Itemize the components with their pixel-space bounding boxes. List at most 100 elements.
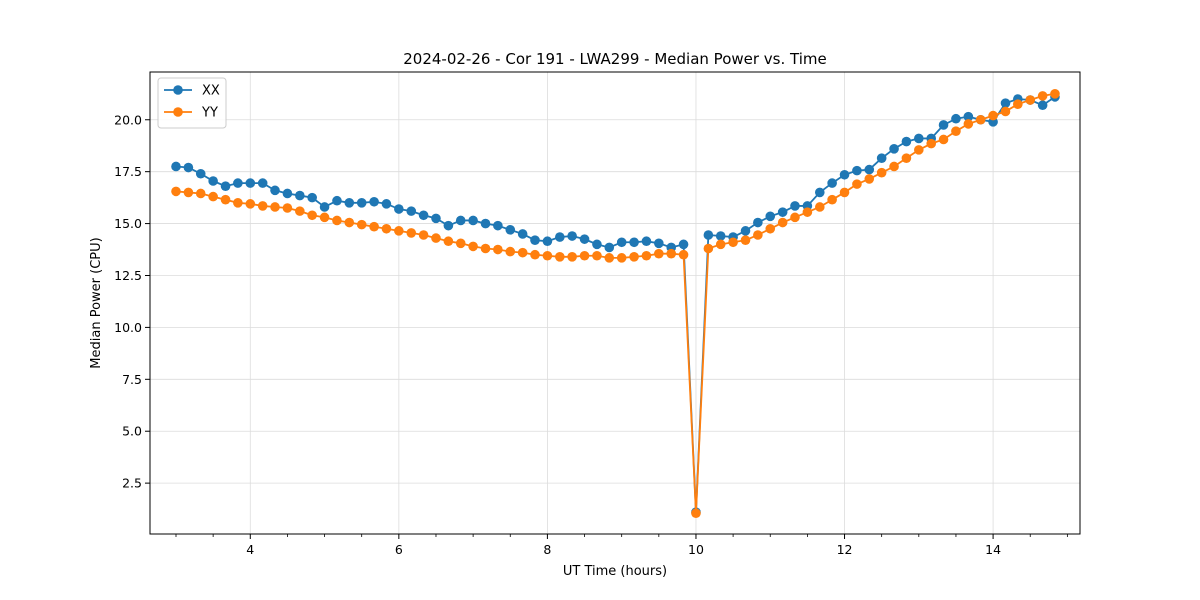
data-point-xx (295, 190, 305, 201)
data-point-yy (963, 119, 974, 129)
data-point-yy (790, 212, 800, 223)
data-point-yy (864, 174, 875, 184)
data-point-xx (418, 210, 429, 221)
data-point-yy (208, 191, 218, 202)
x-tick-label: 6 (395, 542, 403, 557)
data-point-yy (1025, 95, 1036, 105)
data-point-yy (171, 186, 181, 197)
data-point-xx (369, 196, 379, 207)
data-point-yy (468, 241, 478, 252)
data-point-xx (889, 144, 899, 154)
x-tick-label: 12 (837, 542, 853, 557)
data-point-yy (406, 228, 417, 238)
data-point-yy (852, 179, 862, 189)
data-point-xx (183, 162, 194, 173)
y-tick-label: 15.0 (114, 216, 142, 231)
data-point-yy (505, 246, 516, 257)
data-point-yy (926, 138, 937, 149)
data-point-xx (616, 237, 627, 248)
data-point-yy (319, 212, 330, 223)
data-point-yy (629, 251, 639, 262)
data-point-yy (381, 223, 392, 234)
data-point-xx (852, 165, 862, 176)
data-point-xx (579, 234, 590, 244)
data-point-yy (654, 248, 664, 259)
data-point-yy (418, 230, 429, 240)
data-point-yy (555, 251, 565, 262)
y-tick-label: 17.5 (114, 164, 142, 179)
y-tick-label: 5.0 (122, 424, 142, 439)
data-point-xx (171, 161, 181, 172)
data-point-xx (703, 230, 714, 240)
x-axis-label: UT Time (hours) (563, 564, 667, 579)
data-point-yy (195, 188, 206, 199)
data-point-xx (493, 220, 503, 231)
y-tick-label: 10.0 (114, 320, 142, 335)
data-point-yy (616, 253, 627, 263)
data-point-yy (666, 248, 677, 259)
data-point-xx (455, 215, 466, 226)
x-tick-label: 10 (688, 542, 704, 557)
data-point-yy (889, 161, 899, 172)
data-point-yy (814, 202, 825, 212)
legend: XX YY (157, 77, 227, 129)
data-point-xx (270, 185, 280, 196)
data-point-yy (938, 134, 949, 145)
y-tick-label: 20.0 (114, 112, 142, 127)
data-point-xx (542, 236, 553, 247)
data-point-xx (914, 133, 924, 144)
data-point-yy (901, 153, 912, 163)
data-point-xx (777, 207, 788, 217)
data-point-yy (1037, 91, 1048, 101)
data-point-xx (282, 188, 293, 199)
data-point-xx (938, 120, 949, 130)
data-point-yy (592, 250, 602, 261)
data-point-xx (814, 187, 825, 198)
data-point-xx (592, 239, 602, 250)
data-point-yy (728, 237, 738, 248)
data-point-xx (220, 181, 231, 192)
data-point-yy (394, 226, 404, 236)
data-point-yy (802, 207, 813, 217)
data-point-yy (183, 187, 194, 198)
series-layer (171, 89, 1060, 519)
data-point-xx (876, 153, 887, 163)
x-tick-label: 8 (543, 542, 551, 557)
data-point-xx (517, 229, 528, 239)
data-point-xx (839, 169, 850, 180)
data-point-xx (319, 202, 330, 212)
data-point-yy (480, 243, 491, 254)
legend-label: XX (202, 84, 220, 99)
data-point-xx (555, 232, 565, 242)
y-axis-label: Median Power (CPU) (89, 237, 104, 368)
data-point-yy (988, 110, 998, 121)
data-point-yy (975, 114, 986, 125)
plot-frame (149, 71, 1081, 535)
x-tick-label: 14 (985, 542, 1001, 557)
data-point-yy (765, 223, 776, 234)
legend-item-yy: YY (164, 106, 218, 121)
data-point-yy (282, 203, 293, 213)
data-point-xx (307, 192, 317, 203)
data-point-yy (245, 199, 256, 209)
data-point-yy (493, 244, 503, 255)
data-point-yy (530, 249, 540, 260)
data-point-xx (505, 225, 516, 235)
data-point-yy (233, 198, 243, 208)
data-point-yy (839, 187, 850, 198)
data-point-xx (629, 237, 639, 248)
data-point-xx (356, 198, 367, 208)
data-point-yy (703, 243, 714, 254)
data-point-xx (678, 239, 689, 250)
data-point-xx (394, 204, 404, 214)
data-point-xx (468, 215, 478, 226)
data-point-yy (753, 230, 763, 240)
data-point-yy (257, 201, 268, 211)
data-point-yy (1050, 89, 1060, 99)
legend-marker (173, 107, 183, 117)
grid (150, 72, 1080, 534)
ticks: 4 6 8 10 12 14 2.5 5.0 7.5 10.0 12.5 15.0 17.5 20.0 (114, 112, 1068, 557)
data-point-xx (901, 136, 912, 147)
data-point-yy (443, 236, 454, 247)
